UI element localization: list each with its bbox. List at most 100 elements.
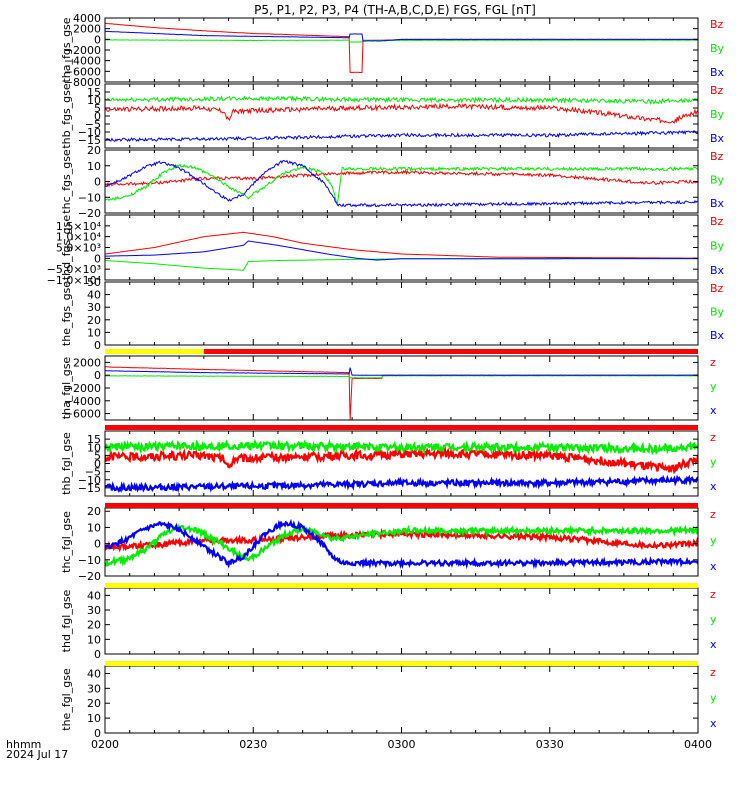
- legend-label-bx: Bx: [710, 264, 725, 277]
- y-tick-label: 10: [87, 441, 101, 454]
- series-line-x: [105, 367, 698, 376]
- legend-label-x: x: [710, 717, 717, 730]
- y-tick-label: 10: [87, 160, 101, 173]
- y-axis-label: tha_fgl_gse: [60, 357, 73, 420]
- y-tick-label: −1.0×10⁴: [47, 274, 102, 287]
- y-tick-label: 0: [94, 33, 101, 46]
- x-tick-label: 0400: [684, 738, 712, 751]
- series-line-by: [105, 258, 698, 271]
- y-tick-label: 30: [87, 301, 101, 314]
- legend-label-z: z: [710, 356, 716, 369]
- legend-label-by: By: [710, 240, 725, 253]
- legend-label-z: z: [710, 666, 716, 679]
- y-tick-label: −15: [78, 482, 101, 495]
- y-tick-label: 20: [87, 505, 101, 518]
- y-tick-label: −10: [78, 191, 101, 204]
- series-line-z: [105, 445, 698, 475]
- y-tick-label: −10: [78, 126, 101, 139]
- series-line-bz: [105, 169, 698, 188]
- legend-label-by: By: [710, 306, 725, 319]
- legend-label-by: By: [710, 108, 725, 121]
- legend-label-z: z: [710, 431, 716, 444]
- series-line-y: [105, 438, 698, 456]
- chart-panel-thc_fgl_gse: 20 10 0 −10 −20 thc_fgl_gse zyx: [60, 505, 717, 583]
- legend-label-z: z: [710, 508, 716, 521]
- y-axis-label: thb_fgl_gse: [60, 432, 73, 495]
- y-tick-label: 1.0×10⁴: [56, 231, 102, 244]
- panel-frame: [104, 17, 699, 83]
- legend-label-bx: Bx: [710, 197, 725, 210]
- status-bar-segment: [105, 425, 698, 430]
- status-bar-segment: [105, 661, 698, 666]
- legend-label-bz: Bz: [710, 18, 724, 31]
- chart-panel-thd_fgs_gse: 1.5×10⁴1.0×10⁴5.0×10³0−5.0×10³−1.0×10⁴th…: [47, 214, 725, 287]
- y-tick-label: 0: [94, 369, 101, 382]
- legend-label-bz: Bz: [710, 84, 724, 97]
- y-tick-label: −4000: [64, 55, 101, 68]
- y-tick-label: 0: [94, 648, 101, 661]
- legend-label-bz: Bz: [710, 150, 724, 163]
- series-line-bx: [105, 30, 698, 42]
- y-tick-label: 20: [87, 697, 101, 710]
- time-axis: 0200 0230 0300 0330 0400: [91, 738, 712, 751]
- y-axis-label: thc_fgs_gse: [60, 149, 73, 214]
- legend-label-bx: Bx: [710, 132, 725, 145]
- panel-frame: [104, 214, 699, 281]
- legend-label-x: x: [710, 480, 717, 493]
- y-tick-label: 2000: [73, 356, 101, 369]
- legend-label-bz: Bz: [710, 215, 724, 228]
- series-line-z: [105, 527, 698, 553]
- status-bar-segment: [105, 503, 698, 508]
- y-tick-label: −4000: [64, 395, 101, 408]
- status-bar: [105, 661, 698, 666]
- y-tick-label: 20: [87, 144, 101, 157]
- series-line-by: [105, 163, 698, 206]
- status-bar-segment: [105, 583, 698, 588]
- y-tick-label: 40: [87, 289, 101, 302]
- series-line-bz: [105, 102, 698, 124]
- y-tick-label: 5.0×10³: [56, 242, 101, 255]
- status-bar: [105, 349, 699, 354]
- y-tick-label: 5: [94, 449, 101, 462]
- legend-label-y: y: [710, 380, 717, 393]
- y-tick-label: −6000: [64, 65, 101, 78]
- legend-label-z: z: [710, 588, 716, 601]
- series-line-bx: [105, 159, 698, 208]
- y-tick-label: −2000: [64, 44, 101, 57]
- x-tick-label: 0300: [388, 738, 416, 751]
- legend-label-bx: Bx: [710, 329, 725, 342]
- status-bar-segment: [105, 349, 204, 354]
- legend-label-x: x: [710, 638, 717, 651]
- y-tick-label: 10: [87, 633, 101, 646]
- y-axis-label: the_fgs_gse: [60, 281, 73, 346]
- legend-label-x: x: [710, 560, 717, 573]
- y-tick-label: 10: [87, 326, 101, 339]
- y-axis-label: tha_fgs_gse: [60, 17, 73, 82]
- series-line-y: [105, 375, 698, 379]
- chart-panel-the_fgl_gse: 40 30 20 10 0 the_fgl_gse zyx: [60, 665, 717, 740]
- series-line-y: [105, 523, 698, 568]
- y-tick-label: 0: [94, 176, 101, 189]
- y-tick-label: 10: [87, 712, 101, 725]
- y-tick-label: −20: [78, 570, 101, 583]
- legend-label-y: y: [710, 613, 717, 626]
- y-tick-label: 20: [87, 619, 101, 632]
- y-tick-label: 40: [87, 589, 101, 602]
- y-tick-label: 50: [87, 276, 101, 289]
- y-tick-label: 0: [94, 727, 101, 740]
- legend-label-x: x: [710, 404, 717, 417]
- legend-label-by: By: [710, 174, 725, 187]
- legend-label-bz: Bz: [710, 282, 724, 295]
- y-axis-label: thc_fgl_gse: [60, 511, 73, 573]
- y-tick-label: 2000: [73, 23, 101, 36]
- status-bar: [105, 503, 698, 508]
- status-bar: [105, 583, 698, 588]
- y-tick-label: −10: [78, 554, 101, 567]
- figure-title: P5, P1, P2, P3, P4 (TH-A,B,C,D,E) FGS, F…: [254, 3, 536, 17]
- panel-frame: [104, 665, 699, 734]
- panel-frame: [104, 587, 699, 655]
- y-axis-label: thd_fgl_gse: [60, 589, 73, 652]
